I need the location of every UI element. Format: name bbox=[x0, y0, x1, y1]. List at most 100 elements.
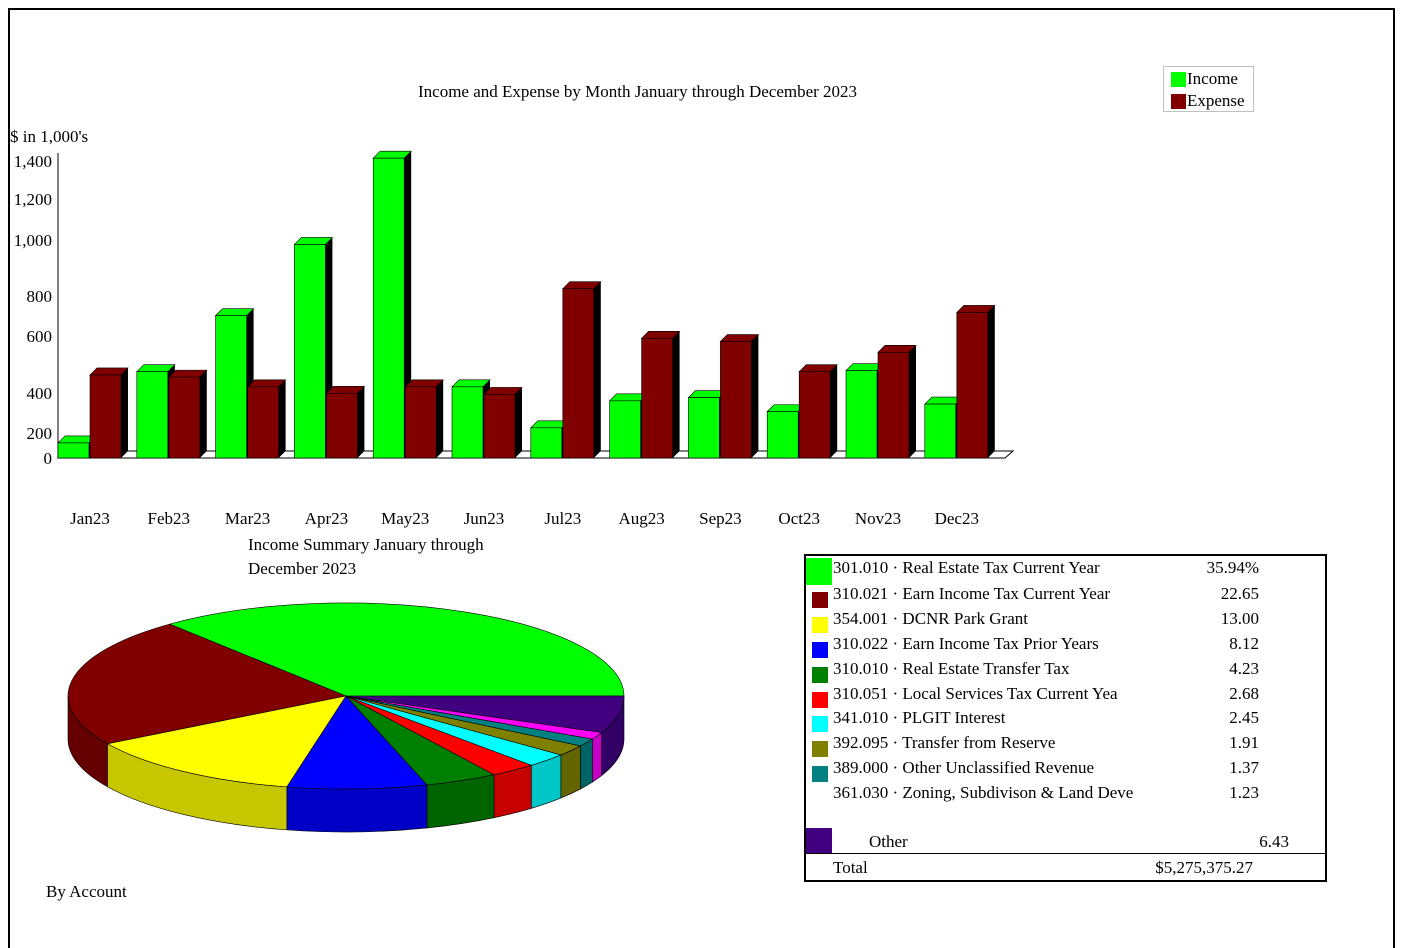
pie-slice-3 bbox=[286, 695, 428, 790]
pie-legend-value: 35.94% bbox=[1206, 558, 1259, 577]
bar-income-Jun23-front bbox=[451, 386, 484, 459]
bar-expense-May23-front bbox=[404, 386, 437, 459]
bar-income-Apr23-front bbox=[294, 244, 326, 459]
y-tick-label: 800 bbox=[27, 287, 53, 306]
bar-income-Sep23-front bbox=[688, 397, 720, 459]
pie-legend-row: 361.030 · Zoning, Subdivison & Land Deve… bbox=[806, 783, 1325, 808]
bar-expense-Sep23-side bbox=[751, 334, 759, 458]
pie-legend-row: 301.010 · Real Estate Tax Current Year 35… bbox=[806, 558, 1325, 585]
x-tick-label: Jan23 bbox=[70, 509, 110, 528]
bar-expense-Apr23-front bbox=[326, 392, 358, 459]
total-value: $5,275,375.27 bbox=[1155, 858, 1253, 877]
pie-legend-row: 310.010 · Real Estate Transfer Tax 4.23 bbox=[806, 659, 1325, 684]
bar-chart-title: Income and Expense by Month January thro… bbox=[418, 82, 858, 101]
pie-legend-row: 310.051 · Local Services Tax Current Yea… bbox=[806, 684, 1325, 709]
bar-income-May23 bbox=[372, 150, 412, 459]
bar-income-May23-side bbox=[404, 151, 412, 458]
bar-expense-Aug23 bbox=[640, 330, 681, 459]
legend-swatch-income bbox=[1171, 72, 1186, 87]
y-tick-label: 1,400 bbox=[14, 152, 52, 171]
legend-label-income: Income bbox=[1187, 69, 1238, 88]
x-tick-label: Dec23 bbox=[935, 509, 979, 528]
y-tick-label: 600 bbox=[27, 327, 53, 346]
pie-legend-swatch bbox=[812, 692, 828, 708]
x-tick-label: Oct23 bbox=[778, 509, 820, 528]
pie-legend-label: 301.010 · Real Estate Tax Current Year bbox=[833, 558, 1100, 577]
pie-slice-1 bbox=[67, 623, 348, 745]
x-tick-label: Nov23 bbox=[855, 509, 901, 528]
bar-expense-May23-side bbox=[436, 379, 444, 458]
pie-legend-swatch bbox=[812, 667, 828, 683]
pie-legend-row: 392.095 · Transfer from Reserve 1.91 bbox=[806, 733, 1325, 758]
pie-legend-row: 341.010 · PLGIT Interest 2.45 bbox=[806, 708, 1325, 733]
pie-legend-swatch bbox=[812, 592, 828, 608]
pie-legend-swatch bbox=[806, 828, 832, 854]
bar-expense-Jul23-side bbox=[593, 281, 601, 458]
pie-legend-value: 1.91 bbox=[1229, 733, 1259, 752]
legend-label-expense: Expense bbox=[1187, 91, 1245, 110]
pie-legend-swatch bbox=[812, 617, 828, 633]
bar-income-Oct23 bbox=[766, 404, 806, 459]
bar-expense-Sep23 bbox=[719, 334, 760, 459]
bar-income-Mar23 bbox=[214, 308, 255, 459]
bar-expense-Oct23-front bbox=[798, 371, 831, 459]
report-frame bbox=[8, 8, 1395, 948]
pie-legend-value: 1.37 bbox=[1229, 758, 1259, 777]
pie-legend-label: 310.051 · Local Services Tax Current Yea bbox=[833, 684, 1118, 703]
bar-expense-Aug23-front bbox=[641, 337, 673, 459]
total-row: Total $5,275,375.27 bbox=[806, 858, 1325, 883]
bar-income-Jan23-front bbox=[57, 442, 90, 459]
total-divider bbox=[806, 853, 1325, 854]
pie-legend-label: 361.030 · Zoning, Subdivison & Land Deve bbox=[833, 783, 1134, 802]
pie-legend-swatch bbox=[806, 558, 832, 585]
pie-legend-value: 13.00 bbox=[1220, 609, 1259, 628]
y-axis-label: $ in 1,000's bbox=[10, 127, 89, 146]
bar-expense-Jun23-side bbox=[515, 387, 522, 458]
pie-legend-label: 341.010 · PLGIT Interest bbox=[833, 708, 1006, 727]
bar-expense-Jan23 bbox=[89, 367, 129, 459]
y-tick-label: 200 bbox=[27, 424, 53, 443]
bar-income-Dec23-front bbox=[924, 403, 957, 459]
bar-expense-Dec23 bbox=[956, 305, 996, 459]
pie-legend-value: 22.65 bbox=[1220, 584, 1259, 603]
pie-legend-label: 310.010 · Real Estate Transfer Tax bbox=[833, 659, 1070, 678]
pie-slice-3-wall bbox=[286, 784, 428, 833]
pie-slice-2 bbox=[106, 695, 347, 788]
y-tick-label: 0 bbox=[44, 449, 53, 468]
bar-income-Feb23-front bbox=[136, 371, 169, 459]
bar-expense-Jun23-front bbox=[483, 394, 516, 459]
bar-income-Jun23 bbox=[451, 379, 491, 459]
pie-legend-label: 310.021 · Earn Income Tax Current Year bbox=[833, 584, 1111, 603]
bar-expense-Feb23 bbox=[168, 369, 208, 459]
bar-expense-Apr23 bbox=[325, 385, 366, 459]
x-tick-label: Aug23 bbox=[618, 509, 664, 528]
bar-income-May23-front bbox=[372, 157, 405, 459]
bar-expense-Mar23-side bbox=[278, 379, 286, 458]
pie-legend-label: 310.022 · Earn Income Tax Prior Years bbox=[833, 634, 1099, 653]
pie-legend-swatch bbox=[812, 741, 828, 757]
legend-swatch-expense bbox=[1171, 94, 1186, 109]
pie-legend-row-other: Other 6.43 bbox=[806, 828, 1325, 854]
bar-expense-Jul23-front bbox=[562, 288, 595, 459]
pie-legend-label: 392.095 · Transfer from Reserve bbox=[833, 733, 1056, 752]
pie-legend-row: 354.001 · DCNR Park Grant 13.00 bbox=[806, 609, 1325, 634]
bar-expense-Nov23-side bbox=[909, 345, 916, 458]
bar-expense-Jun23 bbox=[483, 387, 523, 459]
pie-legend-row: 310.021 · Earn Income Tax Current Year 22… bbox=[806, 584, 1325, 609]
bar-expense-Dec23-side bbox=[987, 305, 995, 458]
pie-legend-table: 301.010 · Real Estate Tax Current Year 35… bbox=[804, 554, 1327, 882]
bar-expense-Jan23-side bbox=[121, 367, 128, 458]
x-tick-label: Sep23 bbox=[699, 509, 742, 528]
total-label: Total bbox=[833, 858, 868, 877]
bar-legend: Income Expense bbox=[1163, 66, 1254, 112]
bar-expense-Aug23-side bbox=[672, 331, 680, 458]
bar-expense-Jul23 bbox=[562, 281, 602, 459]
pie-legend-value: 2.45 bbox=[1229, 708, 1259, 727]
x-tick-label: Mar23 bbox=[225, 509, 270, 528]
y-tick-label: 400 bbox=[27, 384, 53, 403]
bar-expense-Mar23 bbox=[246, 379, 287, 459]
bar-expense-Nov23-front bbox=[877, 352, 910, 459]
x-tick-label: Feb23 bbox=[148, 509, 191, 528]
bar-expense-Apr23-side bbox=[357, 386, 365, 458]
pie-slice-8-wall bbox=[580, 738, 593, 790]
